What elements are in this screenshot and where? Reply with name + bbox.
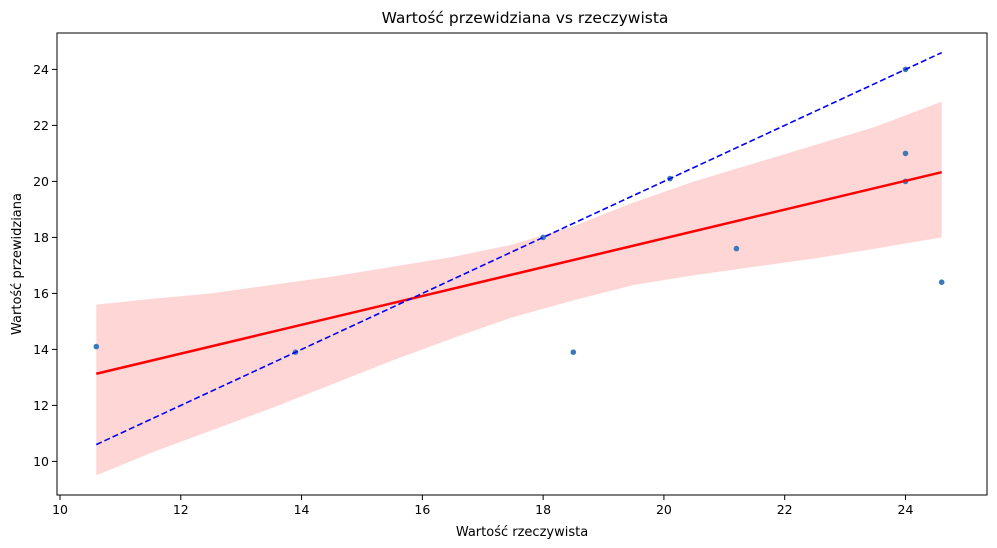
x-axis-title: Wartość rzeczywista: [456, 525, 588, 540]
x-tick-label-18: 18: [535, 502, 551, 517]
data-point-6: [733, 245, 740, 252]
y-tick-label-20: 20: [33, 174, 49, 189]
data-point-1: [93, 343, 100, 350]
plot-area: [93, 51, 945, 476]
y-tick-label-24: 24: [33, 62, 49, 77]
data-point-10: [938, 279, 945, 286]
chart-title: Wartość przewidziana vs rzeczywista: [382, 9, 669, 27]
y-axis-title: Wartość przewidziana: [10, 193, 25, 335]
y-tick-label-22: 22: [33, 118, 49, 133]
x-axis: 10 12 14 16 18 20 22 24: [52, 495, 913, 517]
y-tick-label-10: 10: [33, 454, 49, 469]
x-tick-label-20: 20: [656, 502, 672, 517]
regression-line: [95, 170, 942, 375]
data-point-3: [540, 234, 546, 241]
y-tick-label-14: 14: [33, 342, 49, 357]
y-tick-label-12: 12: [33, 398, 49, 413]
x-tick-label-24: 24: [898, 502, 914, 517]
y-tick-label-16: 16: [33, 286, 49, 301]
plot-frame: [56, 32, 988, 496]
y-axis: 10 12 14 16 18 20 22 24: [33, 62, 57, 469]
data-point-4: [570, 349, 577, 356]
data-point-8: [902, 150, 909, 157]
x-tick-label-22: 22: [777, 502, 793, 517]
x-tick-label-12: 12: [173, 502, 189, 517]
x-tick-label-14: 14: [294, 502, 310, 517]
y-tick-label-18: 18: [33, 230, 49, 245]
x-tick-label-10: 10: [52, 502, 68, 517]
identity-line: [95, 51, 943, 446]
x-tick-label-16: 16: [414, 502, 430, 517]
confidence-band: [96, 101, 942, 476]
